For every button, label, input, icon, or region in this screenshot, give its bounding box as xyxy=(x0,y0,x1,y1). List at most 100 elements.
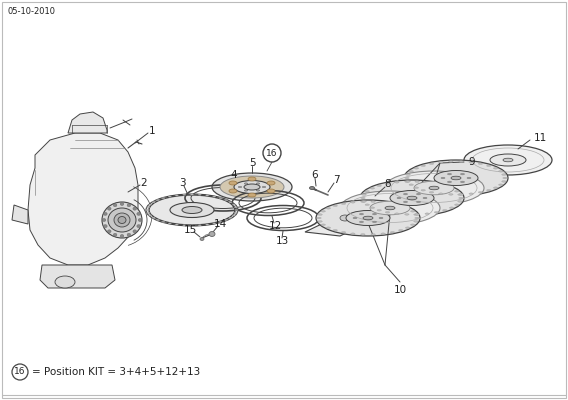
Ellipse shape xyxy=(415,214,419,215)
Polygon shape xyxy=(28,133,138,265)
Ellipse shape xyxy=(414,187,419,188)
Ellipse shape xyxy=(55,276,75,288)
Ellipse shape xyxy=(149,215,152,216)
Ellipse shape xyxy=(206,224,208,225)
Ellipse shape xyxy=(449,161,453,162)
Ellipse shape xyxy=(350,233,355,234)
Text: 14: 14 xyxy=(214,219,227,229)
Ellipse shape xyxy=(156,219,160,220)
Ellipse shape xyxy=(365,190,369,192)
Ellipse shape xyxy=(350,202,355,203)
Ellipse shape xyxy=(108,208,136,232)
Ellipse shape xyxy=(341,203,346,204)
Ellipse shape xyxy=(213,196,216,197)
Ellipse shape xyxy=(379,217,383,219)
Ellipse shape xyxy=(494,187,498,188)
Ellipse shape xyxy=(449,207,454,208)
Polygon shape xyxy=(68,112,107,133)
Text: 8: 8 xyxy=(385,179,391,189)
Ellipse shape xyxy=(168,223,171,224)
Ellipse shape xyxy=(190,194,194,195)
Ellipse shape xyxy=(459,197,463,199)
Ellipse shape xyxy=(409,184,414,186)
Polygon shape xyxy=(12,205,28,224)
Ellipse shape xyxy=(102,202,142,238)
Ellipse shape xyxy=(469,193,473,194)
Ellipse shape xyxy=(435,183,438,184)
Ellipse shape xyxy=(407,196,417,200)
Polygon shape xyxy=(330,214,365,230)
Text: 7: 7 xyxy=(333,175,339,185)
Ellipse shape xyxy=(449,188,454,189)
Ellipse shape xyxy=(262,186,266,188)
Ellipse shape xyxy=(238,186,242,188)
Ellipse shape xyxy=(404,160,508,196)
Ellipse shape xyxy=(385,212,390,213)
Ellipse shape xyxy=(244,183,248,184)
Ellipse shape xyxy=(360,221,364,223)
Ellipse shape xyxy=(127,233,131,236)
Ellipse shape xyxy=(487,165,491,166)
Ellipse shape xyxy=(395,213,399,214)
Ellipse shape xyxy=(310,186,315,190)
Ellipse shape xyxy=(425,213,429,214)
Ellipse shape xyxy=(346,210,390,226)
Ellipse shape xyxy=(149,204,152,205)
Ellipse shape xyxy=(414,214,418,215)
Ellipse shape xyxy=(458,194,462,195)
Ellipse shape xyxy=(411,210,415,212)
Ellipse shape xyxy=(114,213,130,227)
Ellipse shape xyxy=(224,200,228,201)
Ellipse shape xyxy=(113,204,117,207)
Ellipse shape xyxy=(385,206,395,210)
Ellipse shape xyxy=(384,171,484,205)
Ellipse shape xyxy=(429,192,434,193)
Ellipse shape xyxy=(362,201,366,202)
Ellipse shape xyxy=(381,233,385,234)
Ellipse shape xyxy=(414,221,418,222)
Ellipse shape xyxy=(326,208,331,209)
Ellipse shape xyxy=(133,230,136,233)
Ellipse shape xyxy=(370,201,410,215)
Ellipse shape xyxy=(152,202,155,203)
Ellipse shape xyxy=(147,207,150,208)
Ellipse shape xyxy=(352,213,358,217)
Ellipse shape xyxy=(267,189,275,193)
Ellipse shape xyxy=(234,180,270,194)
Ellipse shape xyxy=(229,202,232,203)
Ellipse shape xyxy=(137,212,140,215)
Ellipse shape xyxy=(502,181,506,182)
Ellipse shape xyxy=(442,210,447,211)
Ellipse shape xyxy=(385,183,390,184)
Ellipse shape xyxy=(421,165,425,166)
Ellipse shape xyxy=(316,200,420,236)
Ellipse shape xyxy=(182,206,202,214)
Ellipse shape xyxy=(459,194,463,195)
Ellipse shape xyxy=(360,213,364,215)
Ellipse shape xyxy=(118,216,126,224)
Ellipse shape xyxy=(438,162,443,163)
Ellipse shape xyxy=(381,202,385,203)
Ellipse shape xyxy=(162,221,165,222)
Ellipse shape xyxy=(232,204,235,205)
Ellipse shape xyxy=(219,198,222,199)
Ellipse shape xyxy=(113,233,117,236)
Ellipse shape xyxy=(353,217,357,219)
Text: = Position KIT = 3+4+5+12+13: = Position KIT = 3+4+5+12+13 xyxy=(32,367,201,377)
Ellipse shape xyxy=(340,215,350,221)
Ellipse shape xyxy=(371,234,375,235)
Ellipse shape xyxy=(499,184,503,186)
Ellipse shape xyxy=(229,189,237,193)
Ellipse shape xyxy=(403,193,407,195)
Ellipse shape xyxy=(478,192,483,193)
Ellipse shape xyxy=(406,174,410,175)
Ellipse shape xyxy=(499,170,503,172)
Ellipse shape xyxy=(395,182,399,183)
Ellipse shape xyxy=(162,198,165,199)
Ellipse shape xyxy=(213,223,216,224)
Ellipse shape xyxy=(229,217,232,218)
Text: 10: 10 xyxy=(394,285,407,295)
Ellipse shape xyxy=(107,230,111,233)
Ellipse shape xyxy=(107,207,111,210)
Ellipse shape xyxy=(120,202,124,206)
